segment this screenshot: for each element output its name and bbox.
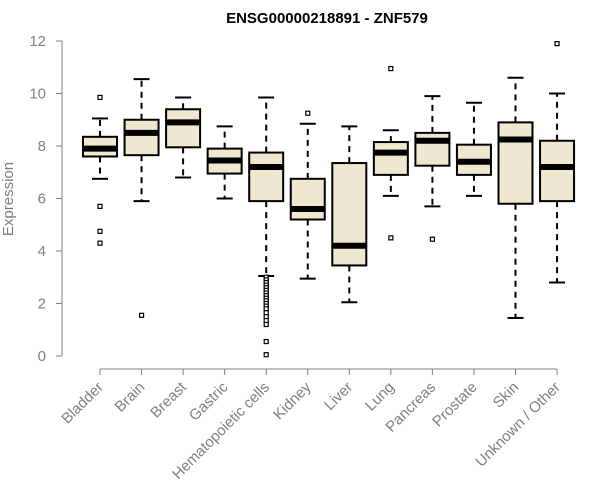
box-prostate: [455, 101, 492, 197]
boxes: [82, 41, 576, 358]
x-tick-label: Breast: [147, 378, 190, 421]
y-axis-label: Expression: [0, 162, 17, 236]
box-hematopoietic-cells: [248, 96, 285, 358]
axes: 0 2 4 6 8 10 12: [29, 33, 558, 375]
y-tick-label: 2: [38, 296, 46, 313]
box-kidney: [289, 110, 326, 280]
iqr-box: [331, 162, 368, 267]
iqr-box: [289, 177, 326, 221]
box-lung: [372, 65, 409, 241]
x-tick-label: Liver: [321, 379, 356, 414]
y-tick-label: 6: [38, 191, 46, 208]
outlier-point: [97, 240, 103, 246]
outlier-point: [97, 203, 103, 209]
chart-title: ENSG00000218891 - ZNF579: [226, 10, 428, 27]
iqr-box: [539, 139, 576, 203]
box-unknown-other: [539, 41, 576, 284]
iqr-box: [123, 118, 160, 157]
y-tick-label: 12: [29, 33, 46, 50]
box-bladder: [82, 94, 118, 246]
y-tick-label: 8: [38, 138, 46, 155]
outlier-point: [138, 312, 145, 318]
x-tick-label: Kidney: [270, 378, 315, 423]
x-tick-label: Lung: [362, 379, 398, 415]
outlier-point: [305, 110, 311, 116]
box-breast: [165, 96, 202, 179]
outlier-point: [97, 94, 103, 101]
outlier-point: [388, 235, 394, 241]
outlier-point: [263, 352, 269, 358]
outlier-point: [429, 236, 435, 242]
outlier-point: [263, 338, 269, 345]
iqr-box: [165, 108, 202, 149]
box-pancreas: [414, 95, 451, 242]
iqr-box: [372, 141, 409, 176]
outlier-point: [388, 65, 394, 72]
outlier-point: [263, 321, 269, 328]
box-brain: [123, 78, 160, 318]
y-tick-label: 0: [38, 348, 46, 365]
outlier-point: [97, 228, 103, 234]
box-liver: [331, 125, 368, 304]
box-skin: [497, 76, 534, 319]
outlier-point: [554, 41, 560, 47]
box-gastric: [206, 125, 243, 200]
iqr-box: [248, 151, 285, 203]
y-tick-label: 4: [38, 243, 46, 260]
x-tick-label: Bladder: [58, 379, 107, 428]
y-tick-label: 10: [29, 86, 46, 103]
x-tick-label: Prostate: [429, 379, 481, 431]
iqr-box: [497, 121, 534, 205]
x-tick-label: Skin: [490, 379, 523, 412]
x-tick-label: Brain: [112, 379, 149, 416]
